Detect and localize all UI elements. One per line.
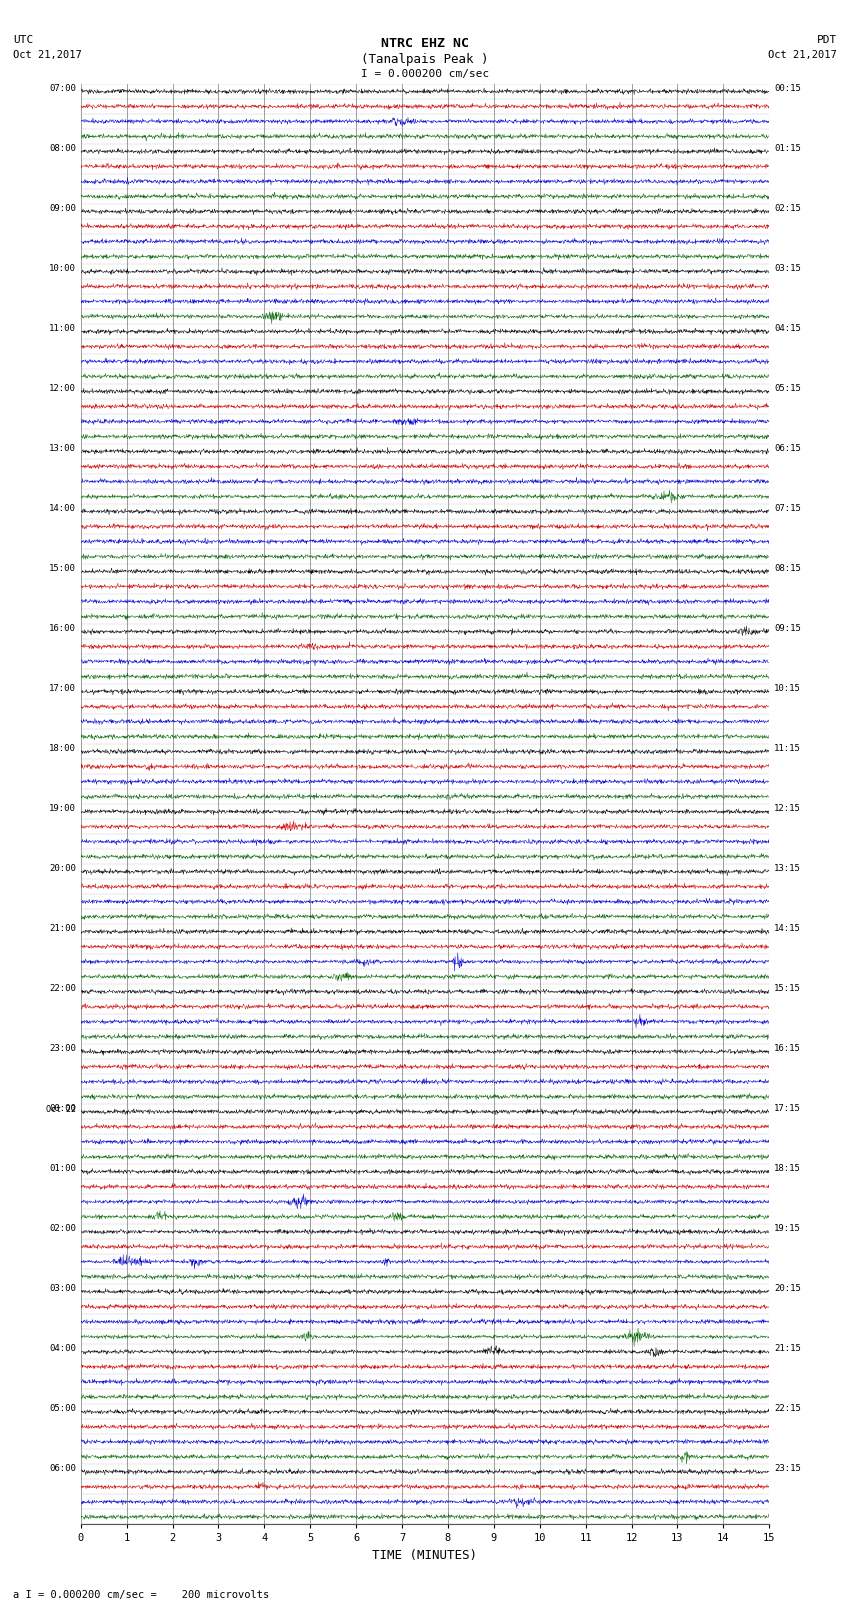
Text: 02:15: 02:15 [774,203,801,213]
Text: 18:00: 18:00 [49,744,76,753]
Text: 15:00: 15:00 [49,565,76,573]
Text: 14:00: 14:00 [49,503,76,513]
Text: 03:15: 03:15 [774,265,801,273]
Text: (Tanalpais Peak ): (Tanalpais Peak ) [361,53,489,66]
Text: 08:15: 08:15 [774,565,801,573]
Text: UTC: UTC [13,35,33,45]
Text: 18:15: 18:15 [774,1165,801,1173]
Text: 22:15: 22:15 [774,1405,801,1413]
Text: PDT: PDT [817,35,837,45]
Text: 11:00: 11:00 [49,324,76,332]
Text: 04:15: 04:15 [774,324,801,332]
Text: 23:15: 23:15 [774,1465,801,1473]
Text: 10:00: 10:00 [49,265,76,273]
Text: 17:00: 17:00 [49,684,76,694]
Text: 07:15: 07:15 [774,503,801,513]
Text: 06:00: 06:00 [49,1465,76,1473]
Text: 10:15: 10:15 [774,684,801,694]
Text: 09:00: 09:00 [49,203,76,213]
Text: 09:15: 09:15 [774,624,801,632]
Text: 15:15: 15:15 [774,984,801,994]
Text: 00:15: 00:15 [774,84,801,94]
Text: 21:15: 21:15 [774,1344,801,1353]
Text: 21:00: 21:00 [49,924,76,932]
Text: 22:00: 22:00 [49,984,76,994]
Text: 08:00: 08:00 [49,144,76,153]
Text: a I = 0.000200 cm/sec =    200 microvolts: a I = 0.000200 cm/sec = 200 microvolts [13,1590,269,1600]
Text: 17:15: 17:15 [774,1105,801,1113]
Text: I = 0.000200 cm/sec: I = 0.000200 cm/sec [361,69,489,79]
Text: 16:00: 16:00 [49,624,76,632]
Text: NTRC EHZ NC: NTRC EHZ NC [381,37,469,50]
Text: 03:00: 03:00 [49,1284,76,1294]
Text: Oct 21,2017: Oct 21,2017 [768,50,837,60]
Text: 13:15: 13:15 [774,865,801,873]
Text: 20:15: 20:15 [774,1284,801,1294]
Text: 11:15: 11:15 [774,744,801,753]
Text: 00:00: 00:00 [49,1105,76,1113]
Text: 01:15: 01:15 [774,144,801,153]
Text: 14:15: 14:15 [774,924,801,932]
Text: 20:00: 20:00 [49,865,76,873]
Text: 19:15: 19:15 [774,1224,801,1234]
Text: 05:00: 05:00 [49,1405,76,1413]
Text: 13:00: 13:00 [49,444,76,453]
Text: 05:15: 05:15 [774,384,801,394]
Text: 16:15: 16:15 [774,1044,801,1053]
Text: 01:00: 01:00 [49,1165,76,1173]
Text: 02:00: 02:00 [49,1224,76,1234]
Text: 12:00: 12:00 [49,384,76,394]
X-axis label: TIME (MINUTES): TIME (MINUTES) [372,1548,478,1561]
Text: 04:00: 04:00 [49,1344,76,1353]
Text: 19:00: 19:00 [49,803,76,813]
Text: Oct 22: Oct 22 [46,1105,76,1115]
Text: 12:15: 12:15 [774,803,801,813]
Text: 07:00: 07:00 [49,84,76,94]
Text: Oct 21,2017: Oct 21,2017 [13,50,82,60]
Text: 23:00: 23:00 [49,1044,76,1053]
Text: 06:15: 06:15 [774,444,801,453]
